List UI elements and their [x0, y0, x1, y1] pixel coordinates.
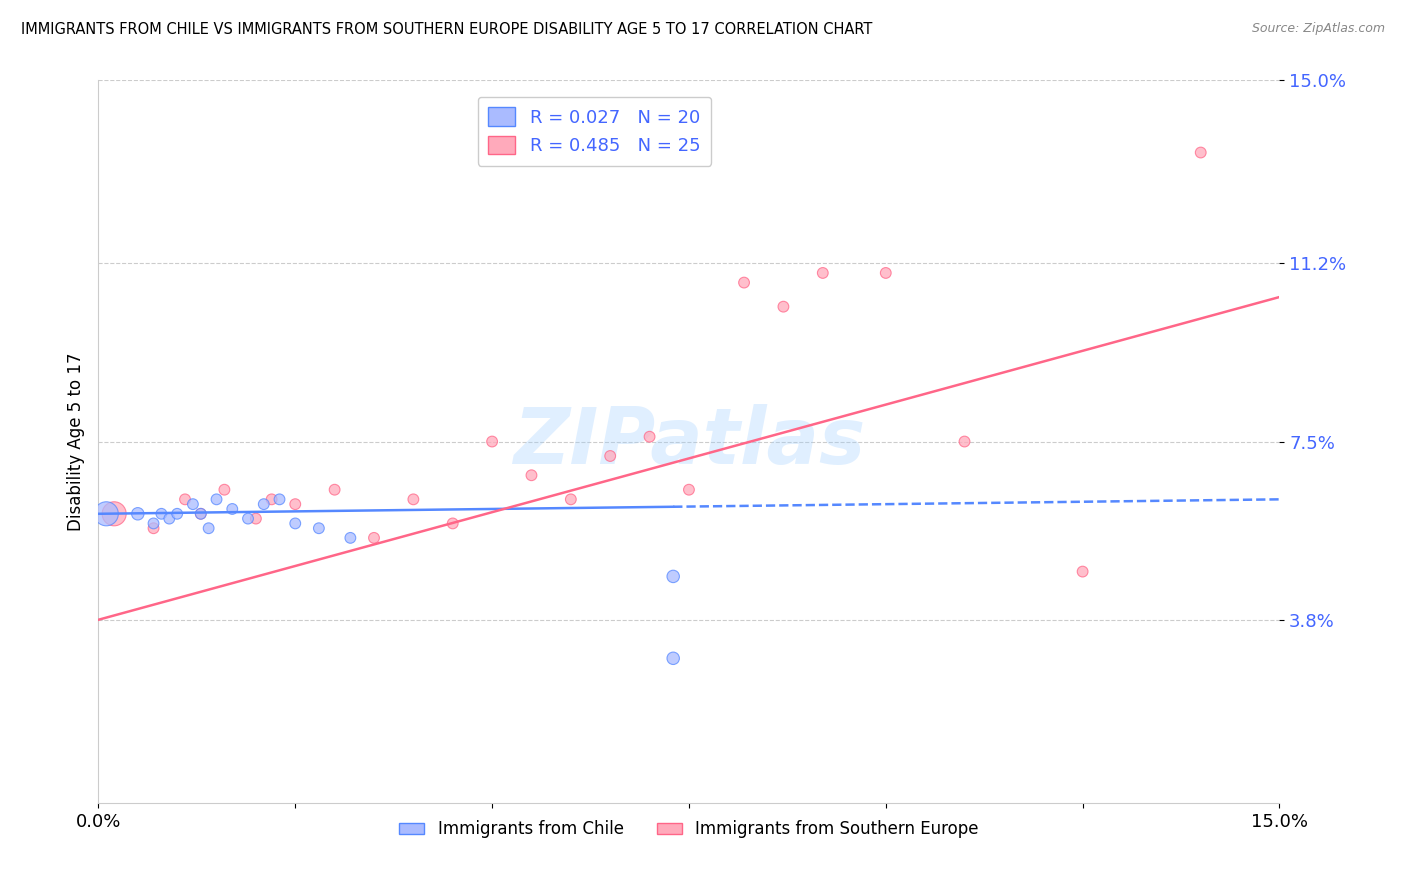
Point: [1071, 565, 1094, 579]
Point: [599, 449, 621, 463]
Point: [190, 507, 212, 521]
Point: [174, 492, 197, 507]
Point: [96, 507, 118, 521]
Text: Source: ZipAtlas.com: Source: ZipAtlas.com: [1251, 22, 1385, 36]
Point: [157, 511, 180, 525]
Point: [772, 300, 794, 314]
Point: [245, 511, 267, 525]
Point: [197, 521, 219, 535]
Point: [127, 507, 149, 521]
Point: [221, 502, 243, 516]
Point: [560, 492, 582, 507]
Point: [441, 516, 464, 531]
Point: [214, 483, 236, 497]
Legend: Immigrants from Chile, Immigrants from Southern Europe: Immigrants from Chile, Immigrants from S…: [392, 814, 986, 845]
Point: [166, 507, 188, 521]
Point: [481, 434, 503, 449]
Point: [103, 507, 125, 521]
Point: [181, 497, 204, 511]
Text: IMMIGRANTS FROM CHILE VS IMMIGRANTS FROM SOUTHERN EUROPE DISABILITY AGE 5 TO 17 : IMMIGRANTS FROM CHILE VS IMMIGRANTS FROM…: [21, 22, 873, 37]
Point: [205, 492, 228, 507]
Point: [402, 492, 425, 507]
Point: [253, 497, 276, 511]
Point: [662, 651, 685, 665]
Point: [662, 569, 685, 583]
Point: [308, 521, 330, 535]
Point: [323, 483, 346, 497]
Text: ZIPatlas: ZIPatlas: [513, 403, 865, 480]
Point: [339, 531, 361, 545]
Point: [733, 276, 755, 290]
Point: [260, 492, 283, 507]
Point: [875, 266, 897, 280]
Point: [150, 507, 173, 521]
Y-axis label: Disability Age 5 to 17: Disability Age 5 to 17: [66, 352, 84, 531]
Point: [363, 531, 385, 545]
Point: [481, 126, 503, 140]
Point: [953, 434, 976, 449]
Point: [284, 497, 307, 511]
Point: [236, 511, 259, 525]
Point: [678, 483, 700, 497]
Point: [638, 430, 661, 444]
Point: [811, 266, 834, 280]
Point: [520, 468, 543, 483]
Point: [142, 521, 165, 535]
Point: [284, 516, 307, 531]
Point: [1189, 145, 1212, 160]
Point: [269, 492, 291, 507]
Point: [190, 507, 212, 521]
Point: [142, 516, 165, 531]
